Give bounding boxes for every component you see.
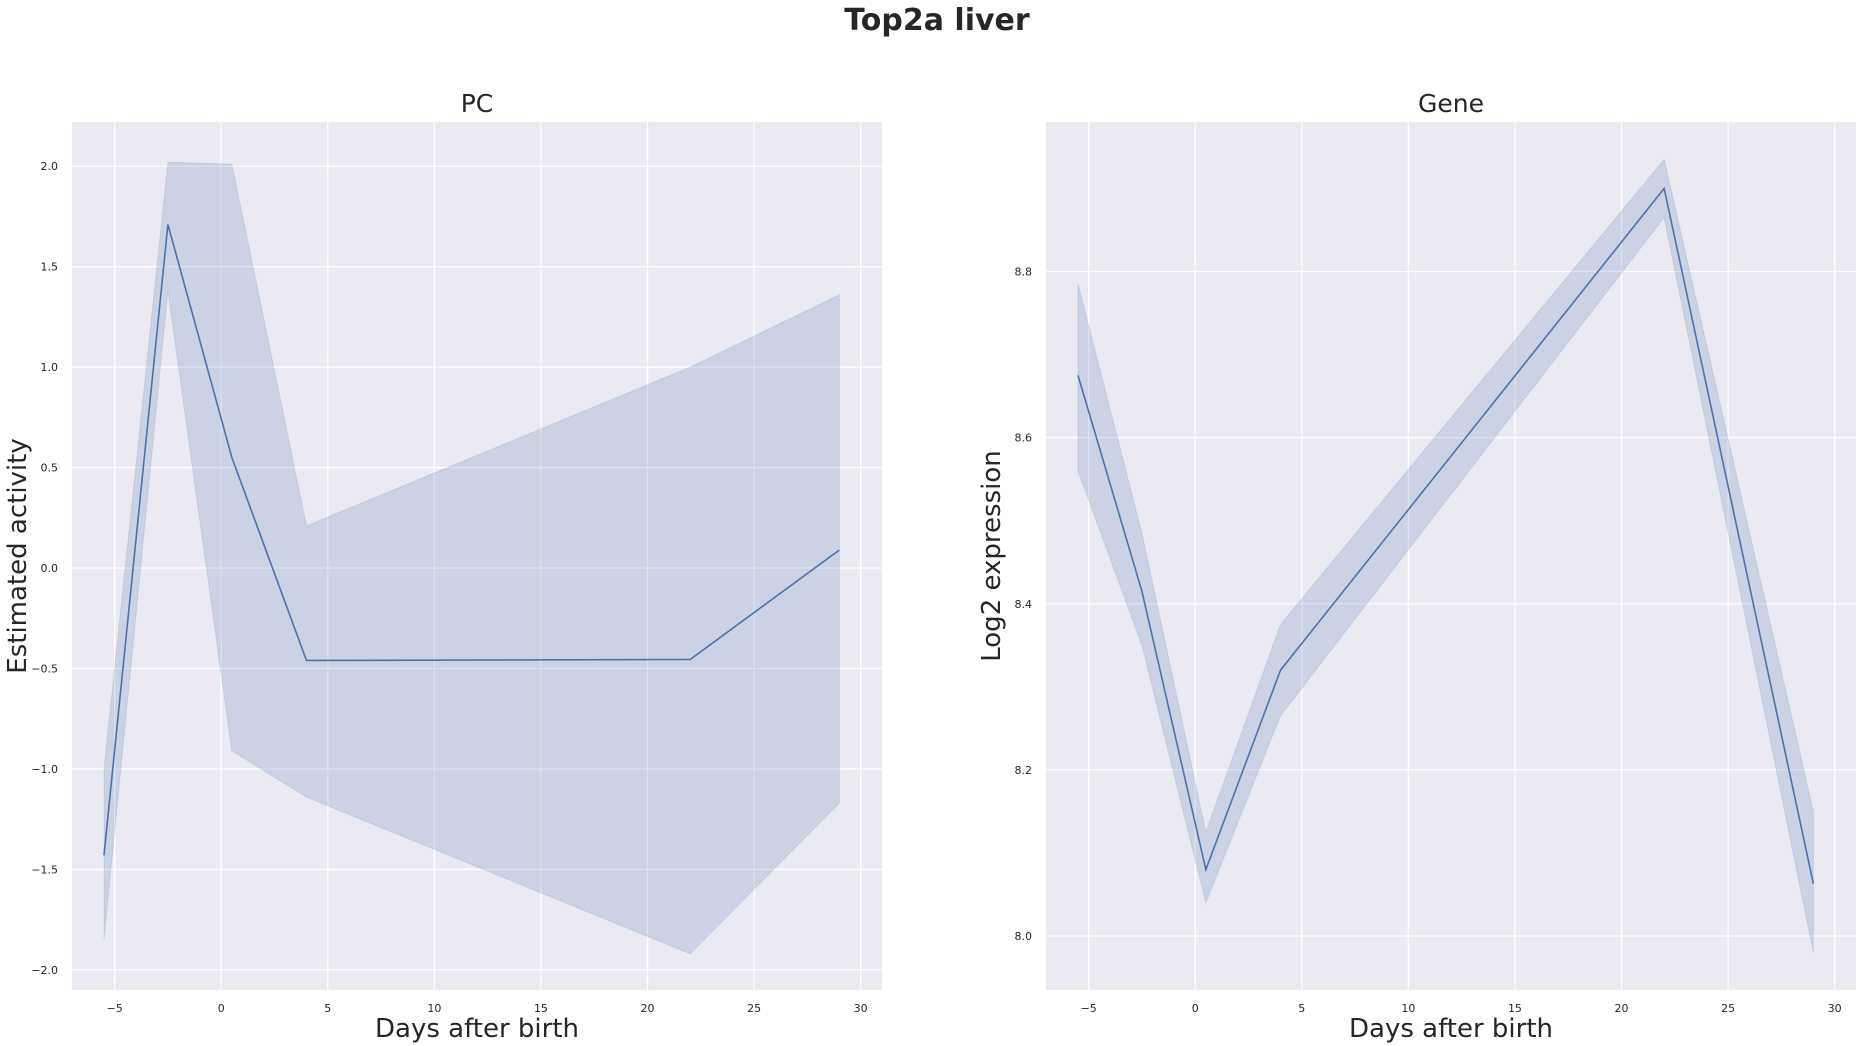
panel-title-gene: Gene xyxy=(1418,89,1484,118)
y-axis-label-pc: Estimated activity xyxy=(3,438,33,673)
x-tick-label: 5 xyxy=(324,1002,331,1015)
x-tick-label: 25 xyxy=(747,1002,761,1015)
y-tick-label: 2.0 xyxy=(41,160,59,173)
y-tick-label: 8.8 xyxy=(1015,266,1033,279)
x-tick-label: 15 xyxy=(534,1002,548,1015)
y-tick-label: −1.5 xyxy=(31,863,58,876)
grid-pc xyxy=(72,122,882,990)
y-tick-label: 0.5 xyxy=(41,462,59,475)
x-tick-label: 5 xyxy=(1298,1002,1305,1015)
grid-gene xyxy=(1046,122,1856,990)
x-tick-label: −5 xyxy=(1081,1002,1097,1015)
x-tick-label: 20 xyxy=(641,1002,655,1015)
confidence-band xyxy=(103,161,840,955)
x-axis-label-gene: Days after birth xyxy=(1349,1014,1553,1044)
x-tick-label: 25 xyxy=(1721,1002,1735,1015)
x-tick-label: 0 xyxy=(1192,1002,1199,1015)
confidence-band xyxy=(1077,158,1814,953)
panel-gene: −5 0 5 10 15 20 25 30 8.0 8.2 8.4 8.6 8.8 Gene Days… xyxy=(977,89,1856,1044)
series-line-gene xyxy=(1077,186,1815,884)
x-tick-label: 30 xyxy=(1828,1002,1842,1015)
y-tick-label: −0.5 xyxy=(31,663,58,676)
y-tick-label: 1.5 xyxy=(41,261,59,274)
x-tick-label: 0 xyxy=(218,1002,225,1015)
x-tick-label: 15 xyxy=(1508,1002,1522,1015)
x-tick-label: 20 xyxy=(1615,1002,1629,1015)
x-ticks-pc: −5 0 5 10 15 20 25 30 xyxy=(107,1002,868,1015)
y-tick-label: 1.0 xyxy=(41,361,59,374)
y-tick-label: 8.2 xyxy=(1015,764,1033,777)
confidence-band-gene xyxy=(1077,158,1814,953)
x-tick-label: 10 xyxy=(1401,1002,1415,1015)
y-axis-label-gene: Log2 expression xyxy=(977,450,1007,662)
series-line-pc xyxy=(103,224,840,856)
x-axis-label-pc: Days after birth xyxy=(375,1014,579,1044)
y-tick-label: 0.0 xyxy=(41,562,59,575)
y-tick-label: 8.4 xyxy=(1015,598,1033,611)
x-tick-label: 30 xyxy=(854,1002,868,1015)
confidence-band-pc xyxy=(103,161,840,955)
y-tick-label: 8.6 xyxy=(1015,432,1033,445)
panel-title-pc: PC xyxy=(461,89,494,118)
y-ticks-pc: −2.0 −1.5 −1.0 −0.5 0.0 0.5 1.0 1.5 2.0 xyxy=(31,160,58,977)
mean-line xyxy=(1077,186,1815,884)
y-tick-label: 8.0 xyxy=(1015,930,1033,943)
y-tick-label: −2.0 xyxy=(31,964,58,977)
x-ticks-gene: −5 0 5 10 15 20 25 30 xyxy=(1081,1002,1842,1015)
panel-pc: −5 0 5 10 15 20 25 30 −2.0 −1.5 −1.0 −0.5 0.0 0.5 1.0… xyxy=(3,89,882,1044)
y-ticks-gene: 8.0 8.2 8.4 8.6 8.8 xyxy=(1015,266,1033,943)
x-tick-label: −5 xyxy=(107,1002,123,1015)
x-tick-label: 10 xyxy=(427,1002,441,1015)
mean-line xyxy=(103,224,840,856)
figure-title: Top2a liver xyxy=(844,3,1030,38)
y-tick-label: −1.0 xyxy=(31,763,58,776)
plot-area-gene xyxy=(1046,122,1856,990)
